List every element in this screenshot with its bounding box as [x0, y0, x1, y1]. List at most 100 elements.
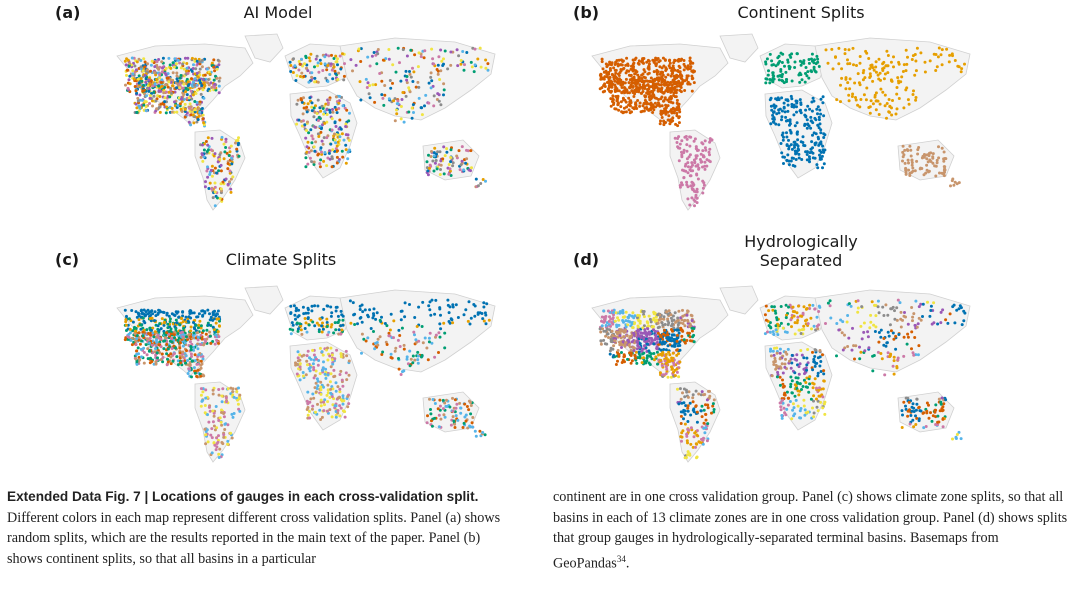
gauge-point — [426, 173, 430, 177]
gauge-point — [437, 425, 441, 429]
gauge-point — [160, 78, 164, 82]
gauge-point — [625, 334, 629, 338]
gauge-point — [138, 93, 142, 97]
gauge-point — [206, 413, 209, 417]
gauge-point — [956, 64, 960, 68]
gauge-point — [342, 78, 346, 82]
gauge-point — [347, 138, 351, 142]
gauge-point — [675, 111, 679, 115]
gauge-point — [188, 363, 192, 367]
gauge-point — [664, 112, 668, 116]
gauge-point — [768, 81, 772, 85]
gauge-point — [666, 110, 670, 114]
gauge-point — [142, 57, 146, 61]
gauge-point — [344, 349, 348, 353]
gauge-point — [704, 403, 707, 407]
gauge-point — [474, 434, 478, 438]
gauge-point — [238, 393, 242, 397]
gauge-point — [235, 390, 239, 394]
gauge-point — [443, 415, 447, 419]
gauge-point — [336, 385, 340, 389]
gauge-point — [304, 373, 308, 377]
gauge-point — [170, 312, 174, 316]
gauge-point — [181, 352, 184, 356]
gauge-point — [364, 339, 368, 343]
gauge-point — [703, 167, 707, 171]
gauge-point — [602, 309, 606, 313]
gauge-point — [810, 70, 814, 74]
gauge-point — [229, 386, 233, 390]
gauge-point — [437, 351, 440, 354]
gauge-point — [487, 318, 491, 322]
gauge-point — [671, 351, 675, 355]
gauge-point — [336, 396, 340, 400]
gauge-point — [189, 348, 193, 352]
gauge-point — [215, 442, 219, 445]
gauge-point — [304, 66, 308, 70]
gauge-point — [638, 104, 642, 108]
gauge-point — [660, 342, 664, 346]
gauge-point — [636, 73, 640, 77]
gauge-point — [457, 149, 461, 153]
panel-a: (a) AI Model — [0, 0, 520, 235]
gauge-point — [612, 311, 615, 314]
gauge-point — [677, 115, 681, 119]
gauge-point — [217, 452, 221, 456]
gauge-point — [142, 346, 146, 350]
gauge-point — [328, 380, 332, 384]
gauge-point — [934, 69, 938, 72]
gauge-point — [852, 63, 855, 67]
gauge-point — [938, 171, 941, 175]
gauge-point — [305, 330, 309, 334]
gauge-point — [312, 368, 316, 372]
gauge-point — [675, 141, 679, 144]
gauge-point — [167, 80, 171, 84]
gauge-point — [140, 355, 143, 359]
gauge-point — [306, 311, 310, 315]
gauge-point — [451, 409, 455, 413]
gauge-point — [142, 361, 146, 365]
gauge-point — [206, 175, 210, 179]
gauge-point — [315, 321, 319, 325]
gauge-point — [799, 63, 803, 67]
gauge-point — [482, 319, 486, 323]
gauge-point — [340, 132, 344, 136]
gauge-point — [176, 332, 180, 335]
gauge-point — [310, 134, 314, 138]
gauge-point — [214, 333, 218, 337]
gauge-point — [210, 174, 214, 178]
gauge-point — [200, 65, 204, 69]
gauge-point — [683, 395, 687, 399]
gauge-point — [951, 54, 954, 58]
gauge-point — [204, 433, 208, 437]
gauge-point — [785, 78, 789, 81]
gauge-point — [209, 341, 213, 345]
gauge-point — [921, 154, 925, 158]
gauge-point — [302, 75, 306, 78]
gauge-point — [695, 420, 699, 424]
gauge-point — [649, 97, 653, 101]
gauge-point — [349, 58, 353, 62]
gauge-point — [780, 109, 784, 113]
gauge-point — [333, 321, 337, 325]
gauge-point — [139, 327, 143, 331]
gauge-point — [212, 411, 216, 415]
gauge-point — [309, 52, 313, 56]
gauge-point — [201, 113, 205, 117]
gauge-point — [662, 315, 666, 319]
gauge-point — [132, 327, 136, 331]
gauge-point — [333, 69, 337, 73]
gauge-point — [129, 338, 133, 342]
gauge-point — [308, 416, 312, 420]
gauge-point — [669, 313, 673, 317]
gauge-point — [294, 363, 298, 367]
gauge-point — [326, 346, 329, 350]
gauge-point — [391, 81, 394, 85]
gauge-point — [604, 62, 608, 66]
gauge-point — [126, 86, 130, 90]
gauge-point — [901, 150, 905, 154]
gauge-point — [297, 60, 301, 63]
gauge-point — [159, 345, 163, 349]
gauge-point — [175, 86, 179, 90]
gauge-point — [198, 81, 202, 85]
